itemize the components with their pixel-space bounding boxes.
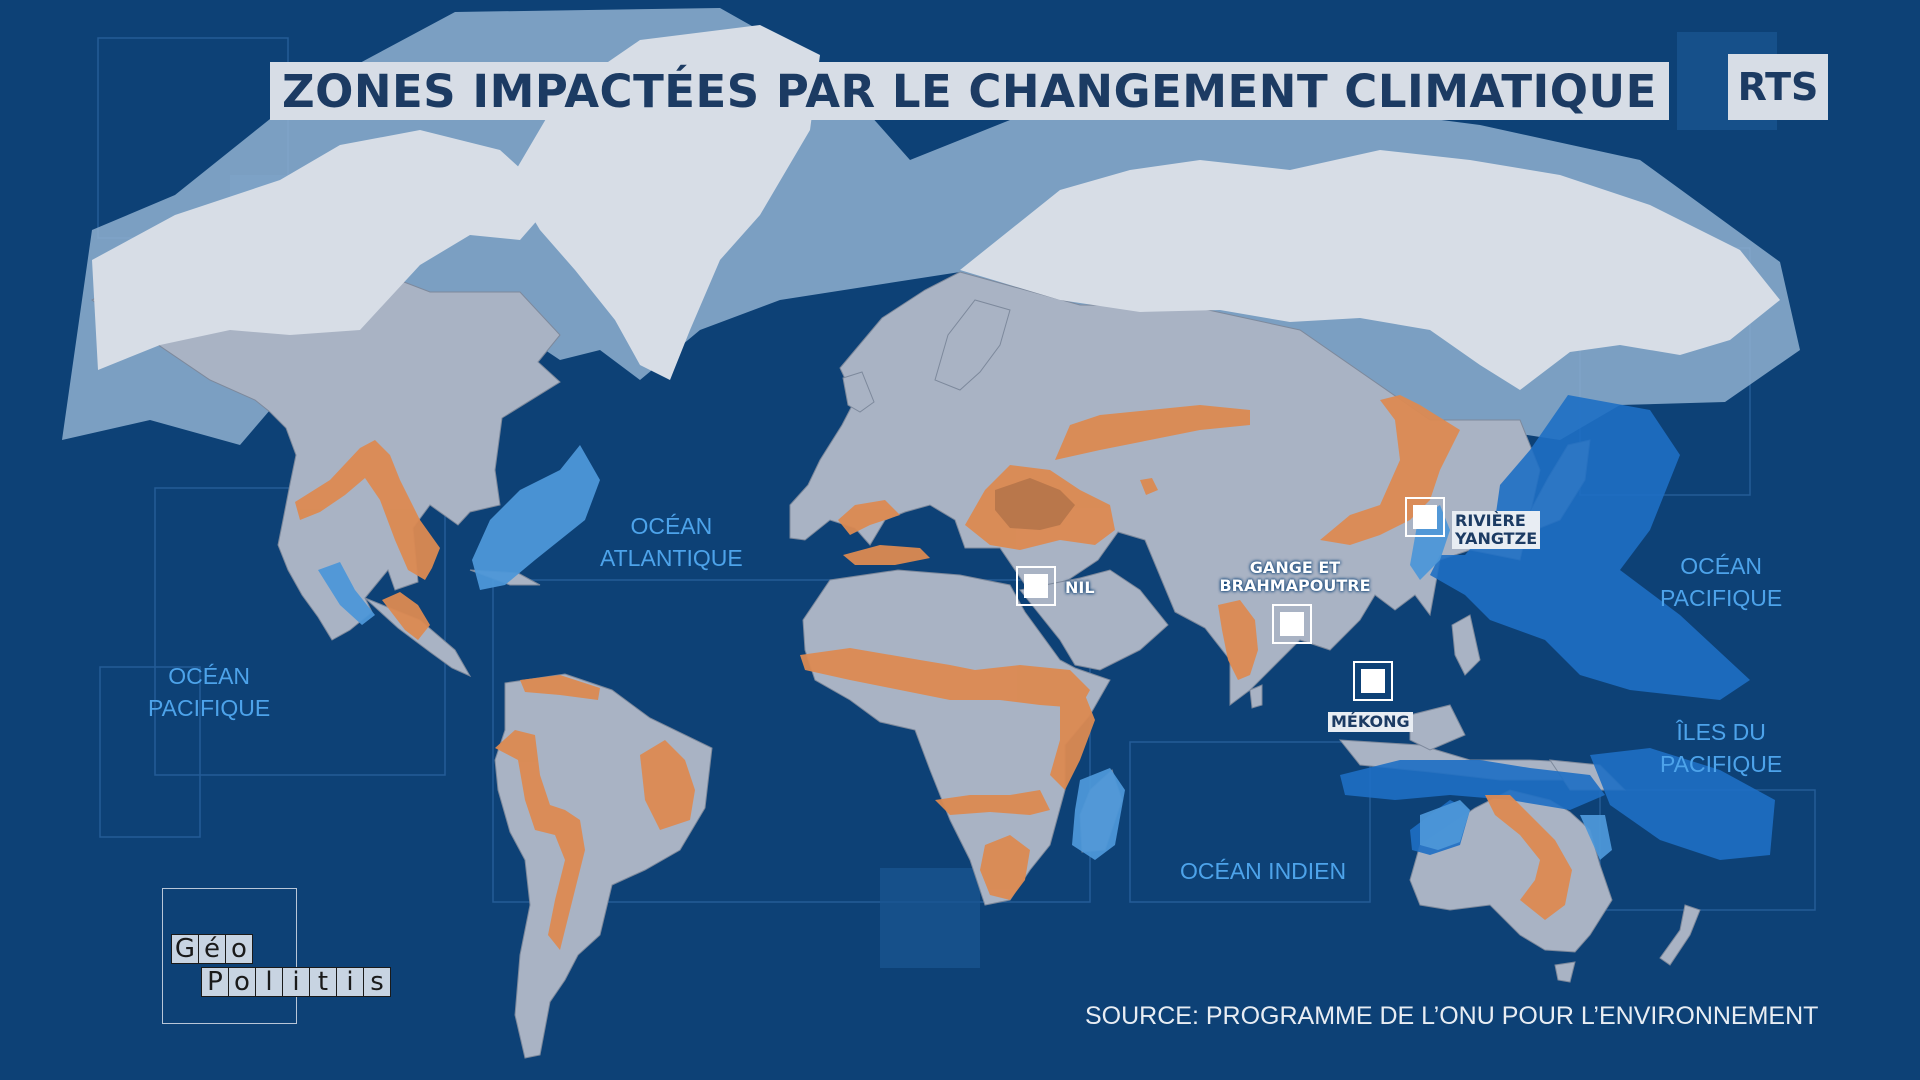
new-zealand [1659,904,1701,966]
philippines [1451,614,1481,676]
ocean-label-line: ÎLES DU [1676,719,1766,745]
zone-china [1320,395,1460,545]
coastal-us-east [472,445,600,590]
geopolitis-letter: G [171,934,199,964]
ocean-label-line: OCÉAN [1680,553,1763,579]
canadian-arctic [92,130,555,370]
zone-mexico [382,592,430,640]
river-marker-ganges [1272,604,1312,644]
river-marker-yangtze [1405,497,1445,537]
zone-small-asia [1140,478,1158,495]
river-label-yangtze: RIVIÈRE YANGTZE [1452,511,1541,549]
zone-south-africa [980,835,1030,900]
geopolitis-letter: s [363,967,391,997]
zone-australia-south [1485,795,1572,920]
river-label-line: RIVIÈRE [1455,511,1526,530]
arabia [1019,569,1169,671]
river-label-line: YANGTZE [1455,529,1538,548]
zone-caribbean-coast [520,675,600,700]
geopolitis-letter: t [309,967,337,997]
river-label-mekong: MÉKONG [1328,712,1413,732]
north-america [91,241,561,641]
ocean-label-atlantic: OCÉAN ATLANTIQUE [600,510,743,574]
zone-north-africa [843,545,930,565]
river-marker-mekong [1353,661,1393,701]
zone-black-sea [995,478,1075,530]
coastal-madagascar [1072,768,1125,860]
map-title: ZONES IMPACTÉES PAR LE CHANGEMENT CLIMAT… [270,62,1669,120]
zone-spain [838,500,900,535]
zone-andes [495,730,585,950]
source-caption: SOURCE: PROGRAMME DE L’ONU POUR L’ENVIRO… [1085,1002,1819,1030]
coastal-us-west [318,562,375,625]
ocean-label-pacific-east: OCÉAN PACIFIQUE [1660,550,1782,614]
rts-logo: RTS [1728,54,1828,120]
river-marker-nil [1016,566,1056,606]
zone-southern-africa [935,790,1050,815]
coastal-west-pacific [1430,395,1750,700]
ocean-label-line: PACIFIQUE [148,695,271,721]
geopolitis-row-1: G é o [171,934,253,964]
geopolitis-letter: i [282,967,310,997]
ocean-label-line: PACIFIQUE [1660,751,1783,777]
coastal-indonesia [1340,760,1605,810]
geopolitis-letter: o [225,934,253,964]
geopolitis-row-2: P o l i t i s [201,967,391,997]
geopolitis-letter: l [255,967,283,997]
coastal-pacific-islands [1590,748,1775,860]
coastal-north-australia-light [1420,800,1470,850]
zone-us-west [295,440,440,580]
river-label-line: GANGE ET [1249,558,1341,577]
river-label-nil: NIL [1065,578,1095,597]
zone-india [1218,600,1258,680]
drought-zones [295,395,1572,950]
geopolitis-letter: i [336,967,364,997]
ocean-label-indian: OCÉAN INDIEN [1180,855,1346,887]
sri-lanka [1249,684,1263,709]
borneo [1409,704,1466,751]
drought-zones-dark [995,478,1075,530]
logo-text: RTS [1737,65,1819,109]
ocean-label-line: OCÉAN [630,513,713,539]
zone-east-africa [1050,695,1095,790]
ocean-label-line: OCÉAN [168,663,251,689]
zone-brazil [640,740,695,830]
geopolitis-letter: o [228,967,256,997]
zone-sahel [800,648,1090,708]
zone-central-asia [1055,405,1250,460]
ocean-label-line: OCÉAN INDIEN [1180,858,1347,884]
uk-ireland [842,371,875,413]
ocean-label-line: PACIFIQUE [1660,585,1783,611]
siberian-arctic [960,150,1780,390]
tasmania [1554,961,1576,983]
river-label-line: BRAHMAPOUTRE [1219,576,1371,595]
geopolitis-letter: é [198,934,226,964]
coastal-zones-light [318,445,1612,860]
title-text: ZONES IMPACTÉES PAR LE CHANGEMENT CLIMAT… [282,64,1657,118]
river-label-ganges: GANGE ET BRAHMAPOUTRE [1212,558,1378,596]
geopolitis-frame [162,888,297,1024]
ocean-label-pacific-islands: ÎLES DU PACIFIQUE [1660,716,1782,780]
scandinavia [934,299,1011,391]
geopolitis-letter: P [201,967,229,997]
ocean-label-line: ATLANTIQUE [600,545,743,571]
coastal-queensland [1580,815,1612,860]
ocean-label-pacific-west: OCÉAN PACIFIQUE [148,660,270,724]
